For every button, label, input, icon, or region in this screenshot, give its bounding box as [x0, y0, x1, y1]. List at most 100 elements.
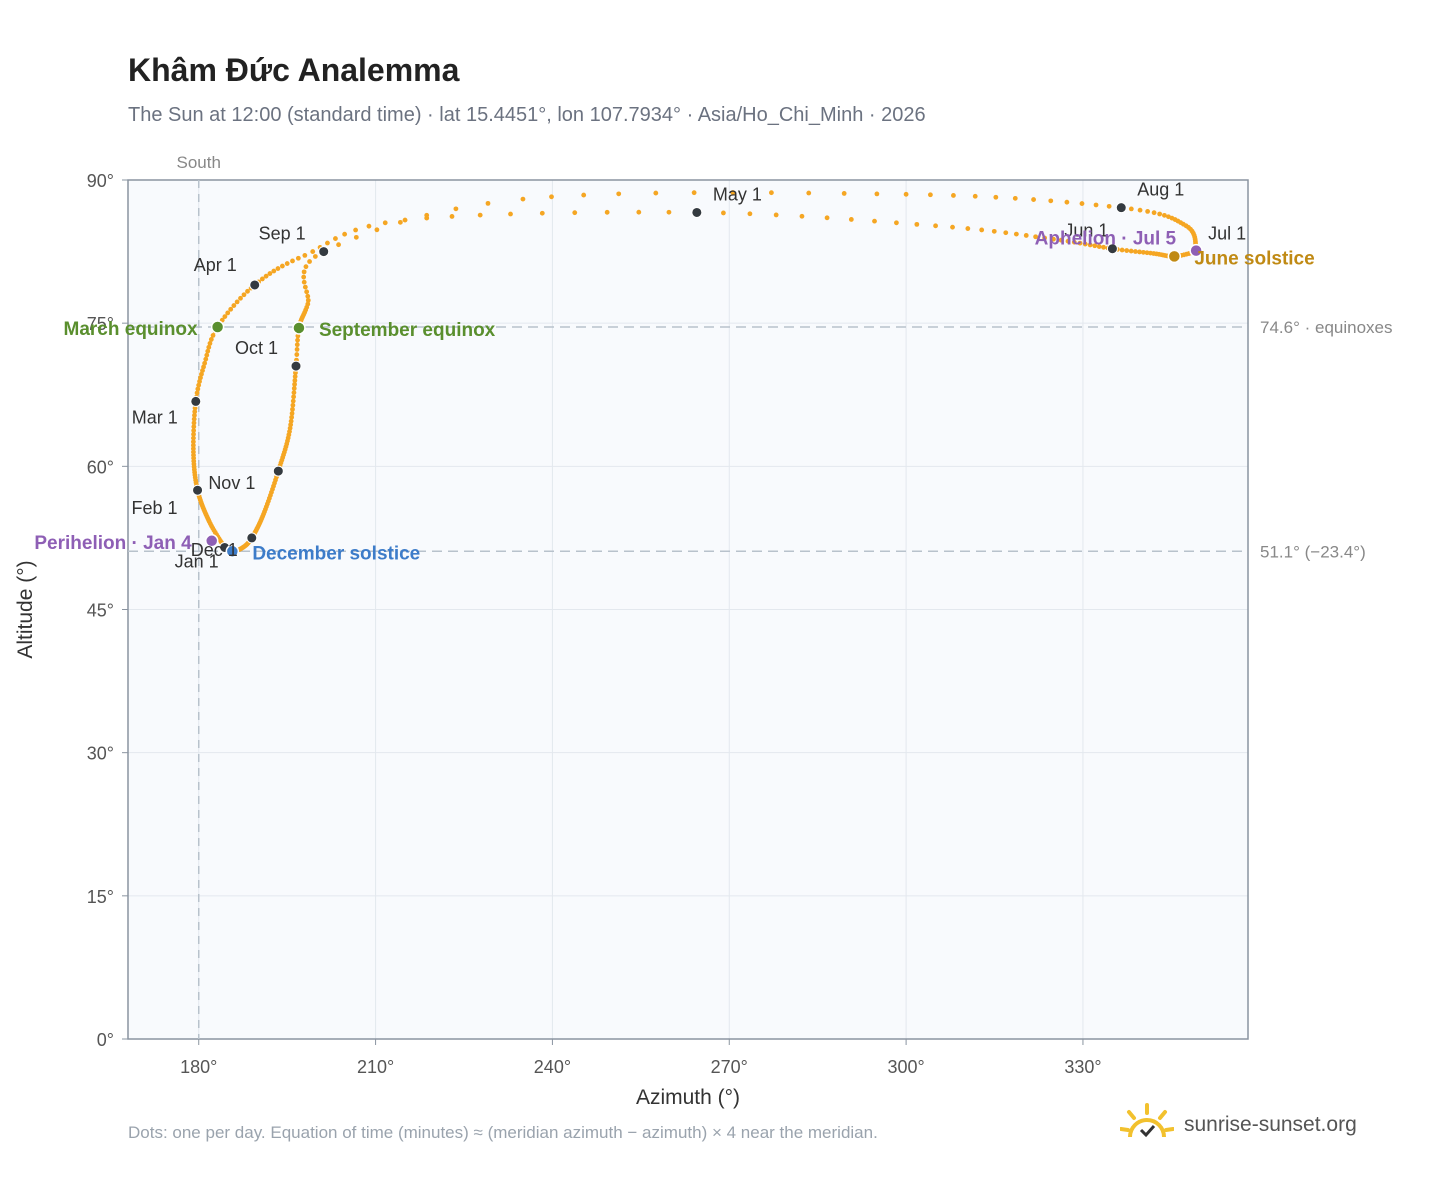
- day-dot: [238, 295, 243, 301]
- day-dot: [196, 382, 202, 388]
- footnote: Dots: one per day. Equation of time (min…: [128, 1123, 878, 1142]
- day-dot: [289, 411, 295, 416]
- day-dot: [279, 263, 285, 269]
- day-dot: [1013, 231, 1019, 237]
- day-dot: [539, 210, 545, 216]
- day-dot: [310, 249, 316, 254]
- month-label: Mar 1: [132, 407, 178, 427]
- day-dot: [799, 213, 805, 219]
- event-marker: [1189, 243, 1203, 258]
- month-marker: [1106, 243, 1118, 255]
- event-label: Perihelion · Jan 4: [34, 533, 192, 554]
- brand-name: sunrise-sunset.org: [1184, 1113, 1357, 1136]
- day-dot: [353, 234, 359, 240]
- day-dot: [307, 259, 312, 264]
- day-dot: [208, 337, 214, 342]
- event-label: December solstice: [252, 543, 420, 564]
- day-dot: [202, 360, 208, 366]
- day-dot: [1077, 240, 1083, 246]
- day-dot: [294, 352, 300, 357]
- day-dot: [572, 210, 578, 216]
- day-dot: [993, 194, 999, 200]
- y-tick-label: 75°: [87, 314, 114, 334]
- day-dot: [263, 273, 269, 279]
- day-dot: [848, 217, 854, 222]
- day-dot: [301, 269, 307, 275]
- event-label: Aphelion · Jul 5: [1035, 229, 1177, 250]
- day-dot: [231, 303, 237, 308]
- day-dot: [374, 227, 380, 233]
- x-tick-label: 300°: [887, 1057, 924, 1077]
- day-dot: [234, 299, 240, 305]
- day-dot: [914, 221, 920, 227]
- day-dot: [353, 227, 359, 233]
- day-dot: [191, 424, 197, 430]
- month-label: Apr 1: [194, 255, 237, 275]
- day-dot: [1092, 243, 1098, 249]
- day-dot: [1137, 249, 1142, 255]
- month-marker: [290, 360, 302, 372]
- day-dot: [312, 254, 318, 259]
- day-dot: [402, 217, 408, 223]
- day-dot: [366, 223, 372, 229]
- day-dot: [841, 191, 847, 196]
- day-dot: [872, 218, 877, 224]
- y-tick-label: 45°: [87, 601, 114, 621]
- month-marker: [272, 465, 284, 477]
- day-dot: [951, 193, 956, 198]
- meridian-label: South: [177, 153, 221, 172]
- day-dot: [195, 386, 201, 392]
- day-dot: [1048, 198, 1054, 204]
- event-marker: [225, 544, 240, 559]
- day-dot: [201, 364, 206, 370]
- day-dot: [292, 377, 298, 383]
- month-marker: [246, 532, 258, 544]
- day-dot: [259, 276, 265, 282]
- day-dot: [293, 370, 298, 376]
- chart-subtitle: The Sun at 12:00 (standard time) · lat 1…: [128, 104, 926, 126]
- month-marker: [190, 395, 202, 407]
- reference-line-label: 51.1° (−23.4°): [1260, 542, 1366, 561]
- day-dot: [382, 220, 388, 226]
- day-dot: [191, 431, 196, 437]
- day-dot: [950, 224, 955, 230]
- day-dot: [604, 209, 610, 215]
- y-tick-label: 15°: [87, 887, 114, 907]
- x-tick-label: 270°: [711, 1057, 748, 1077]
- y-axis-title: Altitude (°): [14, 560, 37, 658]
- day-dot: [1012, 195, 1018, 201]
- event-label: September equinox: [319, 320, 496, 341]
- event-label: March equinox: [64, 319, 199, 340]
- day-dot: [1033, 234, 1039, 240]
- day-dot: [1151, 210, 1157, 216]
- day-dot: [1124, 248, 1130, 253]
- day-dot: [1023, 233, 1029, 238]
- day-dot: [304, 289, 310, 295]
- day-dot: [198, 375, 203, 381]
- day-dot: [192, 409, 198, 415]
- chart-title: Khâm Đức Analemma: [128, 52, 460, 88]
- x-axis-title: Azimuth (°): [636, 1086, 740, 1109]
- day-dot: [979, 227, 985, 233]
- brand[interactable]: sunrise-sunset.org: [1119, 1100, 1357, 1150]
- day-dot: [1003, 230, 1009, 236]
- day-dot: [228, 306, 234, 312]
- day-dot: [203, 356, 209, 362]
- x-tick-label: 240°: [534, 1057, 571, 1077]
- day-dot: [1093, 202, 1099, 208]
- day-dot: [192, 412, 197, 418]
- month-label: Feb 1: [132, 498, 178, 518]
- day-dot: [191, 435, 196, 441]
- month-label: May 1: [713, 184, 762, 204]
- day-dot: [991, 228, 997, 234]
- day-dot: [477, 212, 483, 218]
- month-label: Sep 1: [259, 224, 306, 244]
- day-dot: [207, 340, 213, 346]
- day-dot: [290, 258, 295, 264]
- month-label: Nov 1: [208, 473, 255, 493]
- day-dot: [449, 214, 455, 219]
- day-dot: [292, 374, 298, 379]
- month-marker: [249, 279, 261, 291]
- day-dot: [190, 439, 196, 445]
